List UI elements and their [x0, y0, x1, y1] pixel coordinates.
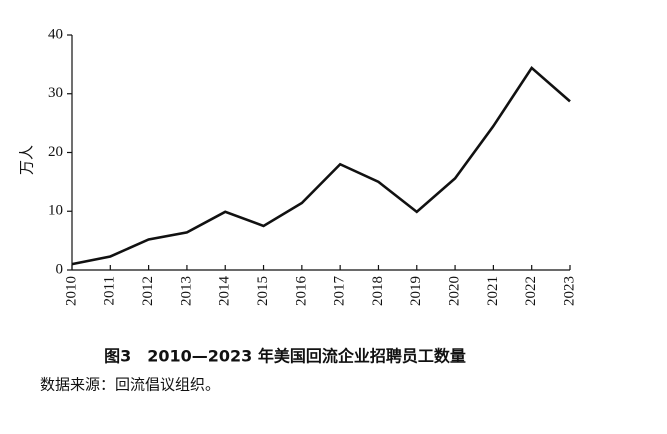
y-tick-label: 40	[48, 26, 63, 42]
x-tick-label: 2012	[140, 276, 156, 306]
y-tick-label: 30	[48, 85, 63, 101]
source-note: 数据来源：回流倡议组织。	[40, 376, 220, 393]
x-tick-label: 2017	[332, 276, 348, 307]
x-tick-label: 2018	[370, 276, 386, 306]
x-tick-label: 2021	[485, 276, 501, 306]
x-tick-label: 2022	[523, 276, 539, 306]
x-tick-label: 2014	[217, 276, 233, 307]
x-tick-label: 2019	[408, 276, 424, 306]
y-tick-label: 0	[56, 261, 64, 277]
x-tick-label: 2010	[63, 276, 79, 306]
x-tick-label: 2015	[255, 276, 271, 306]
x-tick-label: 2020	[447, 276, 463, 306]
data-line	[71, 65, 571, 266]
y-tick-label: 10	[48, 203, 63, 219]
x-tick-label: 2013	[178, 276, 194, 306]
x-tick-label: 2023	[561, 276, 577, 306]
x-tick-label: 2016	[293, 276, 309, 307]
y-axis-label: 万人	[18, 145, 35, 175]
y-tick-label: 20	[48, 144, 63, 160]
chart-title: 图3 2010—2023 年美国回流企业招聘员工数量	[104, 347, 466, 366]
x-tick-label: 2011	[102, 276, 118, 305]
